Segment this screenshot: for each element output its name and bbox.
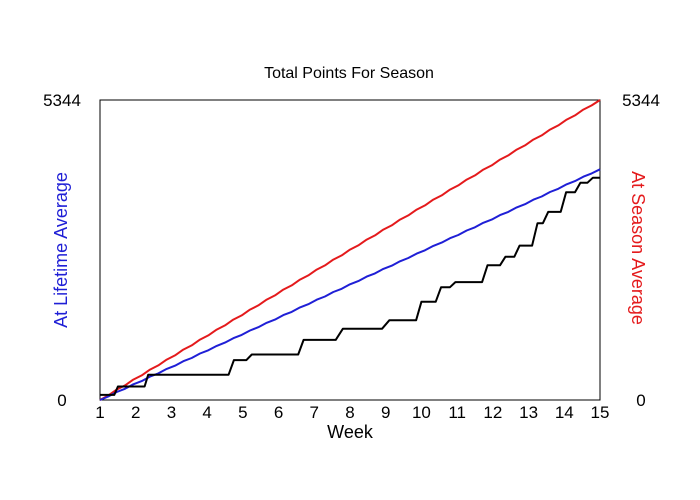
- x-tick-label-3: 3: [167, 403, 176, 422]
- y-right-min-label: 0: [636, 391, 645, 410]
- chart-title: Total Points For Season: [264, 65, 434, 82]
- x-tick-label-2: 2: [131, 403, 140, 422]
- x-tick-label-9: 9: [381, 403, 390, 422]
- x-tick-label-5: 5: [238, 403, 247, 422]
- series-line-lifetime: [99, 168, 601, 401]
- y-right-max-label: 5344: [622, 91, 660, 110]
- x-tick-label-15: 15: [591, 403, 610, 422]
- y-left-max-label: 5344: [43, 91, 81, 110]
- x-tick-label-8: 8: [345, 403, 354, 422]
- x-tick-label-12: 12: [483, 403, 502, 422]
- x-tick-label-14: 14: [555, 403, 574, 422]
- x-tick-label-1: 1: [95, 403, 104, 422]
- x-tick-label-11: 11: [448, 403, 466, 422]
- x-tick-label-6: 6: [274, 403, 283, 422]
- x-tick-label-10: 10: [412, 403, 431, 422]
- x-tick-label-7: 7: [310, 403, 319, 422]
- y-left-axis-title: At Lifetime Average: [51, 172, 71, 328]
- plot-frame: [99, 99, 601, 401]
- x-axis-ticks: 1 2 3 4 5 6 7 8 9 10 11 12 13 14 15: [95, 403, 609, 422]
- x-axis-title: Week: [327, 422, 374, 442]
- series-line-season: [99, 99, 601, 401]
- y-left-min-label: 0: [57, 391, 66, 410]
- x-tick-label-4: 4: [202, 403, 211, 422]
- y-right-axis-title: At Season Average: [628, 171, 648, 325]
- series-line-actual: [100, 176, 600, 396]
- x-tick-label-13: 13: [519, 403, 538, 422]
- series-layer: [99, 99, 601, 401]
